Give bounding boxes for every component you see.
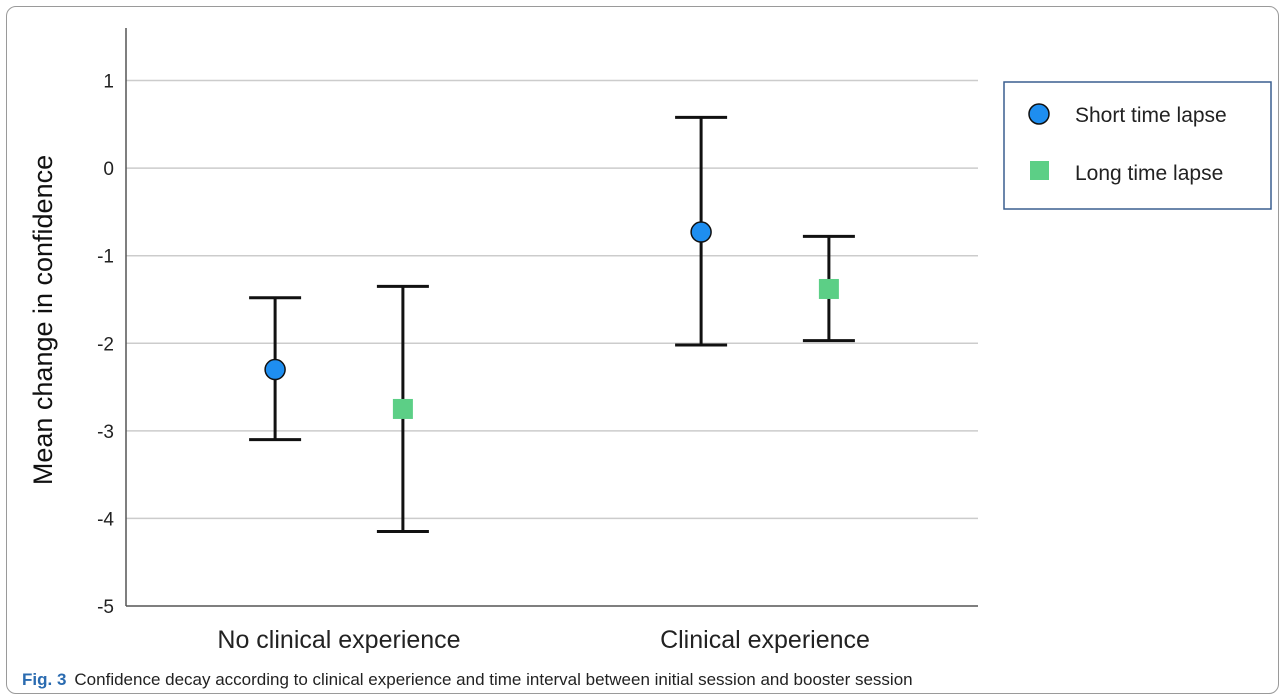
- data-point: [818, 278, 839, 299]
- data-point: [392, 398, 413, 419]
- caption-text: Confidence decay according to clinical e…: [74, 670, 913, 689]
- y-tick-label: -1: [97, 247, 114, 268]
- y-tick-label: -5: [97, 597, 114, 618]
- y-tick-label: 0: [103, 159, 114, 180]
- figure-frame: [6, 6, 1279, 694]
- y-tick-label: 1: [103, 72, 114, 93]
- legend-box: [1003, 81, 1272, 210]
- series-1: [376, 234, 855, 534]
- figure-caption: Fig. 3 Confidence decay according to clin…: [22, 670, 913, 690]
- y-tick-labels: 1 0 -1 -2 -3 -4 -5: [97, 72, 114, 618]
- series-0: [249, 115, 728, 442]
- x-tick-label: No clinical experience: [217, 626, 460, 654]
- series: [249, 115, 855, 534]
- legend-label-long: Long time lapse: [1075, 162, 1223, 185]
- legend-marker-short: [1028, 103, 1050, 125]
- y-tick-label: -2: [97, 334, 114, 355]
- legend-label-short: Short time lapse: [1075, 104, 1227, 127]
- data-point: [690, 221, 712, 243]
- legend: Short time lapse Long time lapse: [1003, 81, 1272, 210]
- y-axis-label: Mean change in confidence: [28, 155, 58, 485]
- legend-marker-long: [1030, 161, 1049, 180]
- data-point: [264, 358, 286, 381]
- chart: 1 0 -1 -2 -3 -4 -5 No clinical experience Clini…: [28, 28, 1272, 654]
- y-tick-label: -4: [97, 509, 114, 530]
- gridlines: [126, 79, 978, 520]
- x-tick-labels: No clinical experience Clinical experienc…: [217, 626, 870, 654]
- x-tick-label: Clinical experience: [660, 626, 870, 654]
- y-tick-label: -3: [97, 422, 114, 443]
- caption-label: Fig. 3: [22, 670, 67, 689]
